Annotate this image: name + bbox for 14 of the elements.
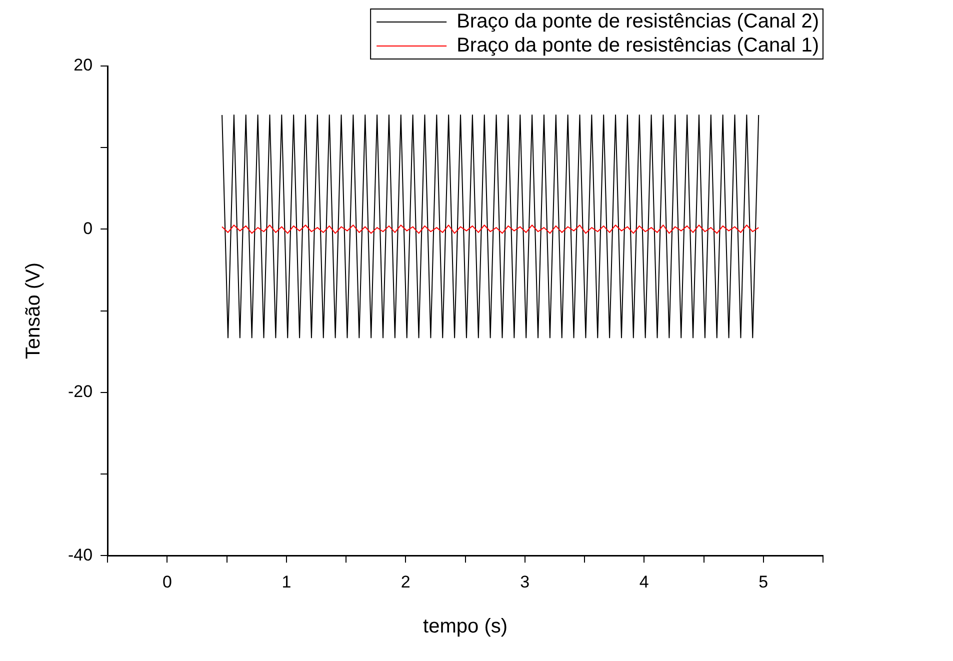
y-tick-label: -20 (68, 382, 93, 402)
x-tick-label: 0 (162, 572, 172, 592)
y-tick-label: -40 (68, 545, 93, 564)
x-tick-label: 2 (400, 572, 410, 592)
legend-label: Braço da ponte de resistências (Canal 2) (456, 10, 819, 33)
y-tick-label: 20 (74, 56, 93, 75)
x-tick-label: 5 (758, 572, 768, 592)
x-tick-label: 4 (639, 572, 649, 592)
y-axis-title: Tensão (V) (22, 262, 45, 360)
y-tick-label: 0 (83, 218, 93, 238)
x-tick-label: 1 (282, 572, 292, 592)
legend-label: Braço da ponte de resistências (Canal 1) (456, 34, 819, 57)
x-tick-label: 3 (520, 572, 530, 592)
x-axis-title: tempo (s) (423, 616, 508, 638)
